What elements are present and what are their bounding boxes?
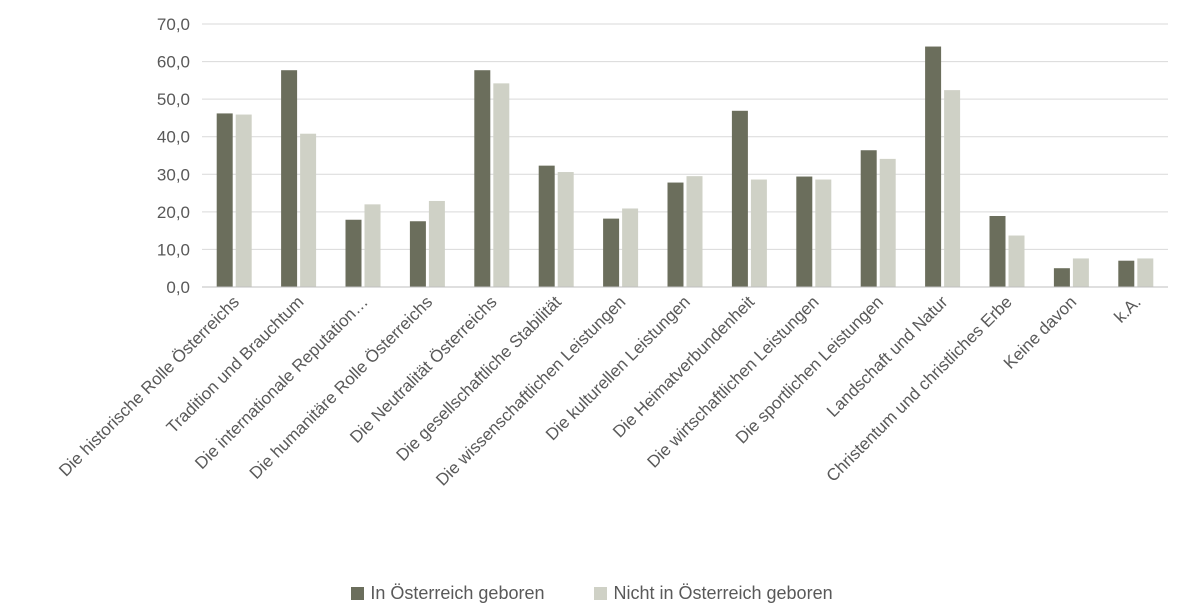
bar-series-1 <box>796 176 813 287</box>
bar-series-1 <box>345 219 362 287</box>
legend-label-series-1: In Österreich geboren <box>370 582 545 603</box>
bar-series-2 <box>686 176 703 287</box>
bar-series-2 <box>944 90 961 287</box>
bar-series-2 <box>428 200 445 287</box>
bar-series-2 <box>1008 235 1025 287</box>
bar-series-1 <box>731 110 748 287</box>
gridlines <box>202 23 1168 250</box>
bar-series-1 <box>216 113 233 287</box>
bar-series-1 <box>860 150 877 287</box>
legend-item-series-1: In Österreich geboren <box>351 583 544 604</box>
y-tick-label: 30,0 <box>157 165 190 184</box>
y-tick-label: 70,0 <box>157 15 190 34</box>
legend: In Österreich geboren Nicht in Österreic… <box>0 580 1184 606</box>
bar-series-2 <box>815 179 832 287</box>
legend-item-series-2: Nicht in Österreich geboren <box>594 582 833 604</box>
bar-series-1 <box>1118 260 1135 287</box>
bar-series-1 <box>409 221 426 287</box>
bar-series-2 <box>879 158 896 287</box>
legend-swatch-series-2 <box>594 586 608 600</box>
y-tick-label: 60,0 <box>157 53 190 72</box>
bar-series-2 <box>235 114 252 287</box>
bar-series-2 <box>1072 258 1089 287</box>
x-tick-label: k.A. <box>1110 292 1144 326</box>
bar-series-1 <box>1053 268 1070 287</box>
bar-series-1 <box>989 215 1006 287</box>
y-tick-label: 0,0 <box>166 278 190 297</box>
bar-series-2 <box>1137 258 1154 287</box>
bar-series-1 <box>667 182 684 287</box>
x-axis-tick-labels: Die historische Rolle ÖsterreichsTraditi… <box>55 292 1144 489</box>
y-tick-label: 50,0 <box>157 90 190 109</box>
legend-swatch-series-1 <box>351 586 365 600</box>
bars <box>216 46 1154 287</box>
bar-series-2 <box>557 172 574 287</box>
bar-series-1 <box>474 70 491 287</box>
y-tick-label: 10,0 <box>157 240 190 259</box>
bar-chart: 0,0 10,0 20,0 30,0 40,0 50,0 60,0 70,0 Die hist… <box>55 15 1168 490</box>
bar-series-2 <box>300 133 317 287</box>
bar-series-2 <box>364 204 381 287</box>
bar-series-2 <box>493 83 510 287</box>
bar-series-1 <box>538 165 555 287</box>
bar-series-1 <box>603 218 620 287</box>
bar-series-2 <box>622 208 639 287</box>
y-tick-label: 20,0 <box>157 203 190 222</box>
bar-series-1 <box>281 70 298 287</box>
bar-series-1 <box>925 46 942 287</box>
x-tick-label: Landschaft und Natur <box>823 292 952 421</box>
bar-series-2 <box>750 179 767 287</box>
y-axis-tick-labels: 0,0 10,0 20,0 30,0 40,0 50,0 60,0 70,0 <box>157 15 190 297</box>
legend-label-series-2: Nicht in Österreich geboren <box>613 582 833 603</box>
y-tick-label: 40,0 <box>157 128 190 147</box>
